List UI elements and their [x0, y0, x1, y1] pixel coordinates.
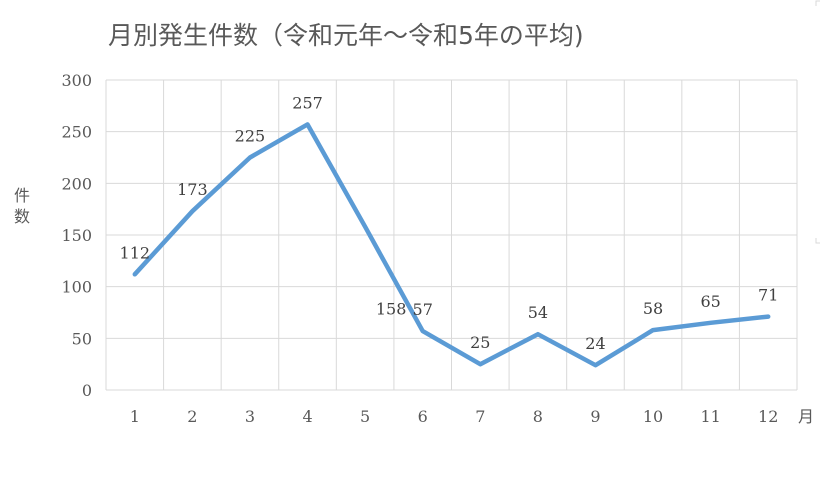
- y-tick-label: 100: [61, 278, 92, 297]
- data-label: 158: [376, 300, 407, 319]
- x-tick-label: 7: [475, 407, 485, 426]
- y-tick-label: 50: [72, 329, 92, 348]
- data-label: 65: [700, 292, 720, 311]
- x-tick-label: 8: [533, 407, 543, 426]
- y-tick-label: 300: [61, 71, 92, 90]
- data-label: 225: [235, 127, 266, 146]
- x-tick-label: 3: [245, 407, 255, 426]
- data-label: 112: [120, 243, 151, 262]
- x-tick-label: 2: [187, 407, 197, 426]
- chart-frame-edge: [815, 238, 820, 244]
- x-tick-label: 4: [302, 407, 312, 426]
- x-tick-label: 11: [700, 407, 720, 426]
- y-tick-label: 0: [82, 381, 92, 400]
- x-tick-label: 9: [590, 407, 600, 426]
- y-tick-label: 250: [61, 123, 92, 142]
- series: [132, 122, 771, 368]
- data-label: 173: [177, 180, 208, 199]
- chart-title: 月別発生件数（令和元年〜令和5年の平均): [108, 21, 584, 50]
- data-label: 25: [470, 333, 490, 352]
- x-tick-label: 10: [643, 407, 663, 426]
- y-axis-label-char-2: 数: [14, 207, 30, 226]
- y-tick-label: 200: [61, 174, 92, 193]
- x-tick-label: 6: [418, 407, 428, 426]
- y-axis: 0 50 100 150 200 250 300: [61, 71, 92, 400]
- x-tick-label: 5: [360, 407, 370, 426]
- x-axis-unit: 月: [798, 407, 814, 426]
- chart-frame-corner: [815, 0, 820, 6]
- x-tick-label: 1: [130, 407, 140, 426]
- y-tick-label: 150: [61, 226, 92, 245]
- data-label: 71: [758, 286, 778, 305]
- y-axis-label-char-1: 件: [14, 186, 30, 205]
- data-label: 54: [528, 303, 548, 322]
- x-tick-label: 12: [758, 407, 778, 426]
- x-axis: 1 2 3 4 5 6 7 8 9 10 11 12: [130, 407, 779, 426]
- data-label: 58: [643, 299, 663, 318]
- grid: [105, 79, 798, 391]
- data-label: 24: [585, 334, 605, 353]
- data-label: 257: [292, 93, 323, 112]
- data-labels: 112 173 225 257 158 57 25 54 24 58 65 71: [120, 93, 779, 353]
- series-line: [132, 122, 771, 368]
- data-label: 57: [413, 300, 433, 319]
